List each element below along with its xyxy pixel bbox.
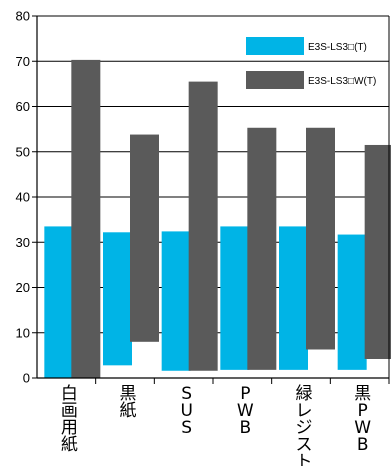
- category-labels: 白画用紙 黒紙 S U S P W B 緑レジスト 黒 P W B: [61, 384, 371, 466]
- y-tick-label: 60: [16, 99, 30, 114]
- bar-series-2: [306, 127, 335, 350]
- bar-series-1: [44, 226, 74, 378]
- category-label: 緑レジスト: [296, 384, 313, 466]
- legend-label-series-2: E3S-LS3□W(T): [308, 76, 376, 87]
- bar-series-1: [279, 226, 308, 370]
- y-tick-label: 80: [16, 9, 30, 24]
- bar-series-1: [220, 226, 250, 370]
- y-tick-label: 0: [23, 371, 30, 386]
- y-tick-label: 30: [16, 235, 30, 250]
- y-tick-label: 70: [16, 54, 30, 69]
- y-tick-label: 40: [16, 190, 30, 205]
- y-tick-label: 50: [16, 144, 30, 159]
- category-label: 白画用紙: [61, 384, 78, 455]
- y-tick-labels: 0 10 20 30 40 50 60 70 80: [16, 9, 30, 386]
- legend-label-series-1: E3S-LS3□(T): [308, 42, 367, 53]
- bar-series-1: [337, 234, 367, 370]
- bar-series-2: [188, 81, 218, 371]
- bar-series-2: [130, 134, 159, 342]
- category-label: 黒紙: [120, 384, 137, 421]
- bar-series-1: [103, 232, 132, 366]
- bar-series-2: [247, 127, 277, 370]
- bars: [44, 59, 391, 378]
- bar-series-2: [364, 144, 391, 359]
- legend-swatch-series-2: [246, 71, 304, 89]
- y-tick-label: 10: [16, 325, 30, 340]
- legend-swatch-series-1: [246, 37, 304, 55]
- y-tick-label: 20: [16, 280, 30, 295]
- bar-series-1: [161, 231, 191, 371]
- legend: E3S-LS3□(T) E3S-LS3□W(T): [246, 37, 376, 89]
- bar-series-2: [71, 59, 101, 378]
